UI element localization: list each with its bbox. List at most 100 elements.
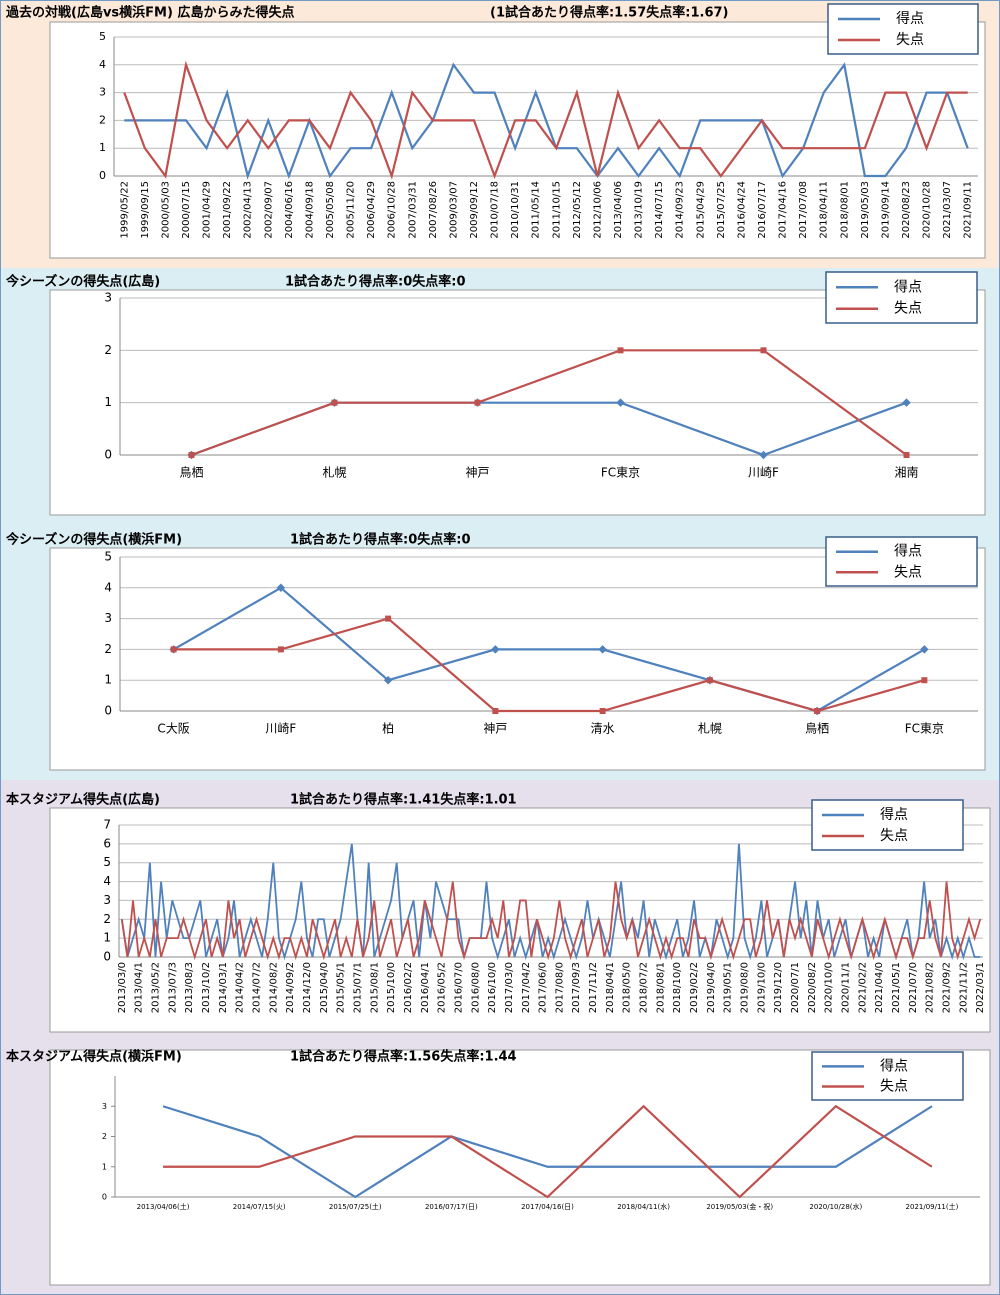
y-tick-label: 2 <box>99 113 106 126</box>
legend <box>825 271 978 324</box>
legend-label: 得点 <box>880 1057 908 1074</box>
x-tick-label: 2015/10/0 <box>386 962 397 1013</box>
chart-subtitle: (1試合あたり得点率:1.57失点率:1.67) <box>490 5 728 21</box>
x-tick-label: 2022/03/1 <box>975 962 986 1013</box>
x-tick-label: 2013/04/06 <box>613 181 624 239</box>
point <box>385 615 392 622</box>
x-tick-label: 2021/09/11(土) <box>906 1202 959 1211</box>
y-tick-label: 5 <box>104 550 112 564</box>
x-tick-label: 2014/07/15 <box>654 181 665 239</box>
x-tick-label: 2007/03/31 <box>407 181 418 239</box>
x-tick-label: 2004/06/16 <box>284 181 295 239</box>
x-tick-label: 1999/05/22 <box>119 181 130 239</box>
x-tick-label: 2014/04/2 <box>235 962 246 1013</box>
y-tick-label: 3 <box>104 611 112 625</box>
x-tick-label: 2019/05/03(金・祝) <box>706 1202 773 1211</box>
y-tick-label: 1 <box>103 931 111 945</box>
x-tick-label: 2005/11/20 <box>346 181 357 239</box>
x-tick-label: 2014/09/2 <box>285 962 296 1013</box>
x-tick-label: 湘南 <box>894 465 918 480</box>
x-tick-label: FC東京 <box>905 722 944 736</box>
x-tick-label: 2009/09/12 <box>469 181 480 239</box>
x-tick-label: 2013/10/19 <box>634 181 645 239</box>
x-tick-label: 川崎F <box>265 722 296 736</box>
x-tick-label: 2006/04/29 <box>366 181 377 239</box>
x-tick-label: 2021/02/2 <box>857 962 868 1013</box>
x-tick-label: 2016/10/0 <box>487 962 498 1013</box>
x-tick-label: 2013/08/3 <box>184 962 195 1013</box>
x-tick-label: 2014/07/15(火) <box>233 1203 286 1211</box>
y-tick-label: 2 <box>104 343 112 357</box>
x-tick-label: 2021/04/0 <box>874 962 885 1013</box>
point <box>492 708 499 714</box>
x-tick-label: 2000/07/15 <box>181 181 192 239</box>
chart-subtitle: 1試合あたり得点率:0失点率:0 <box>290 532 471 548</box>
x-tick-label: 2019/05/03 <box>860 181 871 239</box>
chart-title: 今シーズンの得失点(横浜FM) <box>5 532 182 548</box>
y-tick-label: 0 <box>102 1193 107 1202</box>
point <box>617 347 624 354</box>
point <box>920 645 929 654</box>
x-tick-label: 2016/04/1 <box>420 962 431 1013</box>
x-tick-label: 2021/09/2 <box>942 962 953 1013</box>
x-tick-label: 2019/12/0 <box>773 962 784 1013</box>
x-tick-label: 2015/07/25(土) <box>329 1202 382 1211</box>
x-tick-label: 2017/11/2 <box>588 962 599 1013</box>
series-line <box>163 1104 933 1199</box>
x-tick-label: 2019/04/0 <box>706 962 717 1013</box>
x-tick-label: 2021/11/2 <box>958 962 969 1013</box>
legend-label: 失点 <box>894 301 922 317</box>
x-tick-label: 2016/07/0 <box>453 962 464 1013</box>
legend <box>825 536 978 587</box>
x-tick-label: 2015/04/0 <box>319 962 330 1013</box>
y-tick-label: 3 <box>99 86 106 99</box>
x-tick-label: 2018/08/1 <box>655 962 666 1013</box>
legend-label: 失点 <box>880 828 908 844</box>
y-tick-label: 3 <box>102 1102 107 1111</box>
x-tick-label: 2013/05/2 <box>150 962 161 1013</box>
chart-title: 過去の対戦(広島vs横浜FM) 広島からみた得失点 <box>5 5 294 21</box>
point <box>814 708 821 714</box>
y-tick-label: 1 <box>104 673 112 687</box>
point <box>616 398 625 407</box>
x-tick-label: 2021/05/1 <box>891 962 902 1013</box>
legend <box>827 3 979 55</box>
x-tick-label: 2020/10/28 <box>922 181 933 239</box>
x-tick-label: 2018/10/0 <box>672 962 683 1013</box>
chart-subtitle: 1試合あたり得点率:1.56失点率:1.44 <box>290 1049 517 1065</box>
x-tick-label: 2017/08/0 <box>554 962 565 1013</box>
y-tick-label: 3 <box>103 893 111 907</box>
x-tick-label: 2016/08/0 <box>470 962 481 1013</box>
x-tick-label: 鳥栖 <box>179 465 203 480</box>
x-tick-label: 2017/06/0 <box>538 962 549 1013</box>
x-tick-label: 2015/08/1 <box>369 962 380 1013</box>
series-line <box>173 617 925 713</box>
x-tick-label: 2010/10/31 <box>510 181 521 239</box>
x-tick-label: 2002/09/07 <box>263 181 274 239</box>
x-tick-label: 1999/09/15 <box>140 181 151 239</box>
x-tick-label: 2005/05/08 <box>325 181 336 239</box>
y-tick-label: 0 <box>104 704 112 718</box>
legend <box>811 799 964 851</box>
y-tick-label: 2 <box>102 1132 107 1141</box>
y-tick-label: 4 <box>103 874 111 888</box>
x-tick-label: 2013/04/06(土) <box>137 1202 190 1211</box>
x-tick-label: 2007/08/26 <box>428 181 439 239</box>
x-tick-label: 2020/10/28(水) <box>809 1202 862 1211</box>
point <box>760 347 767 354</box>
chart-title: 今シーズンの得失点(広島) <box>5 274 160 290</box>
x-tick-label: 札幌 <box>322 465 346 480</box>
x-tick-label: 2001/04/29 <box>202 181 213 239</box>
x-tick-label: 2017/07/08 <box>798 181 809 239</box>
x-tick-label: 鳥栖 <box>805 721 829 736</box>
chart-subtitle: 1試合あたり得点率:1.41失点率:1.01 <box>290 792 517 808</box>
x-tick-label: 2017/09/3 <box>571 962 582 1013</box>
legend-label: 得点 <box>896 10 924 27</box>
x-tick-label: 2014/09/23 <box>675 181 686 239</box>
y-tick-label: 4 <box>99 58 106 71</box>
x-tick-label: FC東京 <box>601 466 640 480</box>
x-tick-label: 2021/08/2 <box>925 962 936 1013</box>
y-tick-label: 1 <box>104 395 112 409</box>
y-tick-label: 6 <box>103 836 111 850</box>
